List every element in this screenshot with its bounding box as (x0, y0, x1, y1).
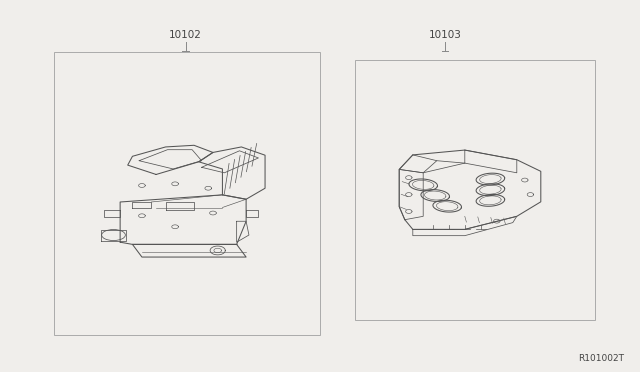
Text: R101002T: R101002T (578, 354, 624, 363)
Text: 10102: 10102 (169, 30, 202, 40)
Bar (54, 52, 320, 335)
Text: 10103: 10103 (428, 30, 461, 40)
Bar (355, 60, 595, 320)
